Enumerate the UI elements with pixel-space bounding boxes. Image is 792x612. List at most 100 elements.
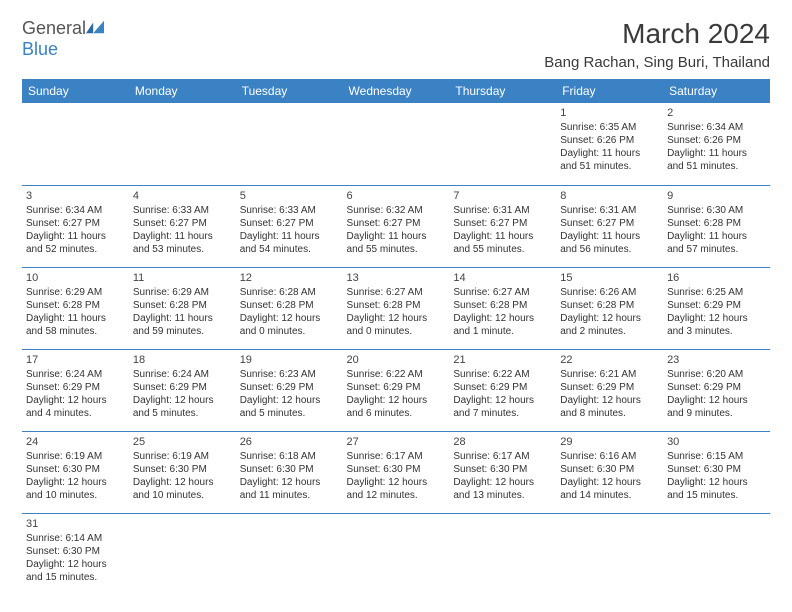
day-info: Sunrise: 6:25 AMSunset: 6:29 PMDaylight:… <box>667 286 766 338</box>
calendar-day-cell: 19Sunrise: 6:23 AMSunset: 6:29 PMDayligh… <box>236 349 343 431</box>
calendar-week-row: 3Sunrise: 6:34 AMSunset: 6:27 PMDaylight… <box>22 185 770 267</box>
day-info: Sunrise: 6:19 AMSunset: 6:30 PMDaylight:… <box>26 450 125 502</box>
day-number: 6 <box>347 189 446 203</box>
sunset-text: Sunset: 6:28 PM <box>240 299 339 312</box>
calendar-day-cell: 2Sunrise: 6:34 AMSunset: 6:26 PMDaylight… <box>663 103 770 185</box>
sunrise-text: Sunrise: 6:22 AM <box>347 368 446 381</box>
daylight-text: Daylight: 12 hours and 5 minutes. <box>133 394 232 420</box>
day-number: 11 <box>133 271 232 285</box>
calendar-empty-cell <box>129 103 236 185</box>
daylight-text: Daylight: 12 hours and 12 minutes. <box>347 476 446 502</box>
day-info: Sunrise: 6:30 AMSunset: 6:28 PMDaylight:… <box>667 204 766 256</box>
sunset-text: Sunset: 6:30 PM <box>133 463 232 476</box>
sunrise-text: Sunrise: 6:23 AM <box>240 368 339 381</box>
day-info: Sunrise: 6:27 AMSunset: 6:28 PMDaylight:… <box>347 286 446 338</box>
day-number: 8 <box>560 189 659 203</box>
sunset-text: Sunset: 6:27 PM <box>240 217 339 230</box>
day-number: 17 <box>26 353 125 367</box>
sunrise-text: Sunrise: 6:15 AM <box>667 450 766 463</box>
daylight-text: Daylight: 12 hours and 3 minutes. <box>667 312 766 338</box>
calendar-day-cell: 28Sunrise: 6:17 AMSunset: 6:30 PMDayligh… <box>449 431 556 513</box>
sunrise-text: Sunrise: 6:31 AM <box>453 204 552 217</box>
day-number: 7 <box>453 189 552 203</box>
day-info: Sunrise: 6:31 AMSunset: 6:27 PMDaylight:… <box>453 204 552 256</box>
day-info: Sunrise: 6:35 AMSunset: 6:26 PMDaylight:… <box>560 121 659 173</box>
location: Bang Rachan, Sing Buri, Thailand <box>544 54 770 71</box>
daylight-text: Daylight: 12 hours and 5 minutes. <box>240 394 339 420</box>
day-number: 31 <box>26 517 125 531</box>
logo-text-general: General <box>22 18 86 38</box>
day-number: 24 <box>26 435 125 449</box>
sunset-text: Sunset: 6:27 PM <box>133 217 232 230</box>
sunrise-text: Sunrise: 6:19 AM <box>133 450 232 463</box>
calendar-week-row: 17 Sunrise: 6:24 AMSunset: 6:29 PMDayligh… <box>22 349 770 431</box>
sunset-text: Sunset: 6:29 PM <box>667 381 766 394</box>
day-number: 25 <box>133 435 232 449</box>
day-info: Sunrise: 6:33 AMSunset: 6:27 PMDaylight:… <box>133 204 232 256</box>
daylight-text: Daylight: 12 hours and 7 minutes. <box>453 394 552 420</box>
sunset-text: Sunset: 6:29 PM <box>667 299 766 312</box>
sunset-text: Sunset: 6:28 PM <box>26 299 125 312</box>
calendar-day-cell: 21Sunrise: 6:22 AMSunset: 6:29 PMDayligh… <box>449 349 556 431</box>
day-number: 10 <box>26 271 125 285</box>
sunset-text: Sunset: 6:28 PM <box>133 299 232 312</box>
sunset-text: Sunset: 6:30 PM <box>347 463 446 476</box>
sunrise-text: Sunrise: 6:21 AM <box>560 368 659 381</box>
day-number: 14 <box>453 271 552 285</box>
daylight-text: Daylight: 11 hours and 56 minutes. <box>560 230 659 256</box>
daylight-text: Daylight: 11 hours and 57 minutes. <box>667 230 766 256</box>
day-number: 15 <box>560 271 659 285</box>
day-header: Sunday <box>22 79 129 103</box>
sunrise-text: Sunrise: 6:32 AM <box>347 204 446 217</box>
daylight-text: Daylight: 12 hours and 11 minutes. <box>240 476 339 502</box>
day-info: Sunrise: 6:23 AMSunset: 6:29 PMDaylight:… <box>240 368 339 420</box>
calendar-empty-cell <box>343 103 450 185</box>
calendar-day-cell: 10Sunrise: 6:29 AMSunset: 6:28 PMDayligh… <box>22 267 129 349</box>
day-info: Sunrise: 6:17 AMSunset: 6:30 PMDaylight:… <box>453 450 552 502</box>
calendar-day-cell: 27Sunrise: 6:17 AMSunset: 6:30 PMDayligh… <box>343 431 450 513</box>
day-info: Sunrise: 6:24 AMSunset: 6:29 PMDaylight:… <box>133 368 232 420</box>
header: General Blue March 2024 Bang Rachan, Sin… <box>22 18 770 71</box>
daylight-text: Daylight: 11 hours and 51 minutes. <box>560 147 659 173</box>
calendar-day-cell: 14Sunrise: 6:27 AMSunset: 6:28 PMDayligh… <box>449 267 556 349</box>
daylight-text: Daylight: 11 hours and 55 minutes. <box>453 230 552 256</box>
day-number: 16 <box>667 271 766 285</box>
calendar-day-cell: 1Sunrise: 6:35 AMSunset: 6:26 PMDaylight… <box>556 103 663 185</box>
calendar-empty-cell <box>449 103 556 185</box>
day-info: Sunrise: 6:22 AMSunset: 6:29 PMDaylight:… <box>347 368 446 420</box>
daylight-text: Daylight: 12 hours and 4 minutes. <box>26 394 125 420</box>
logo-text: General Blue <box>22 18 104 60</box>
daylight-text: Daylight: 11 hours and 52 minutes. <box>26 230 125 256</box>
sunset-text: Sunset: 6:27 PM <box>560 217 659 230</box>
calendar-week-row: 24Sunrise: 6:19 AMSunset: 6:30 PMDayligh… <box>22 431 770 513</box>
day-info: Sunrise: 6:17 AMSunset: 6:30 PMDaylight:… <box>347 450 446 502</box>
calendar-empty-cell <box>663 513 770 595</box>
day-number: 23 <box>667 353 766 367</box>
calendar-day-cell: 31Sunrise: 6:14 AMSunset: 6:30 PMDayligh… <box>22 513 129 595</box>
day-info: Sunrise: 6:19 AMSunset: 6:30 PMDaylight:… <box>133 450 232 502</box>
day-header: Thursday <box>449 79 556 103</box>
day-number: 19 <box>240 353 339 367</box>
daylight-text: Daylight: 11 hours and 55 minutes. <box>347 230 446 256</box>
sunrise-text: Sunrise: 6:33 AM <box>240 204 339 217</box>
day-number: 4 <box>133 189 232 203</box>
calendar-week-row: 1Sunrise: 6:35 AMSunset: 6:26 PMDaylight… <box>22 103 770 185</box>
calendar-day-cell: 18Sunrise: 6:24 AMSunset: 6:29 PMDayligh… <box>129 349 236 431</box>
day-info: Sunrise: 6:33 AMSunset: 6:27 PMDaylight:… <box>240 204 339 256</box>
daylight-text: Daylight: 12 hours and 14 minutes. <box>560 476 659 502</box>
calendar-day-cell: 17Sunrise: 6:24 AMSunset: 6:29 PMDayligh… <box>22 349 129 431</box>
day-info: Sunrise: 6:34 AMSunset: 6:26 PMDaylight:… <box>667 121 766 173</box>
daylight-text: Daylight: 12 hours and 1 minute. <box>453 312 552 338</box>
day-info: Sunrise: 6:29 AMSunset: 6:28 PMDaylight:… <box>26 286 125 338</box>
daylight-text: Daylight: 12 hours and 10 minutes. <box>133 476 232 502</box>
sunset-text: Sunset: 6:30 PM <box>560 463 659 476</box>
sunset-text: Sunset: 6:26 PM <box>560 134 659 147</box>
calendar-body: 1Sunrise: 6:35 AMSunset: 6:26 PMDaylight… <box>22 103 770 595</box>
calendar-day-cell: 26Sunrise: 6:18 AMSunset: 6:30 PMDayligh… <box>236 431 343 513</box>
sunrise-text: Sunrise: 6:18 AM <box>240 450 339 463</box>
sunrise-text: Sunrise: 6:28 AM <box>240 286 339 299</box>
calendar-empty-cell <box>22 103 129 185</box>
sunrise-text: Sunrise: 6:29 AM <box>26 286 125 299</box>
calendar-day-cell: 11Sunrise: 6:29 AMSunset: 6:28 PMDayligh… <box>129 267 236 349</box>
day-info: Sunrise: 6:29 AMSunset: 6:28 PMDaylight:… <box>133 286 232 338</box>
